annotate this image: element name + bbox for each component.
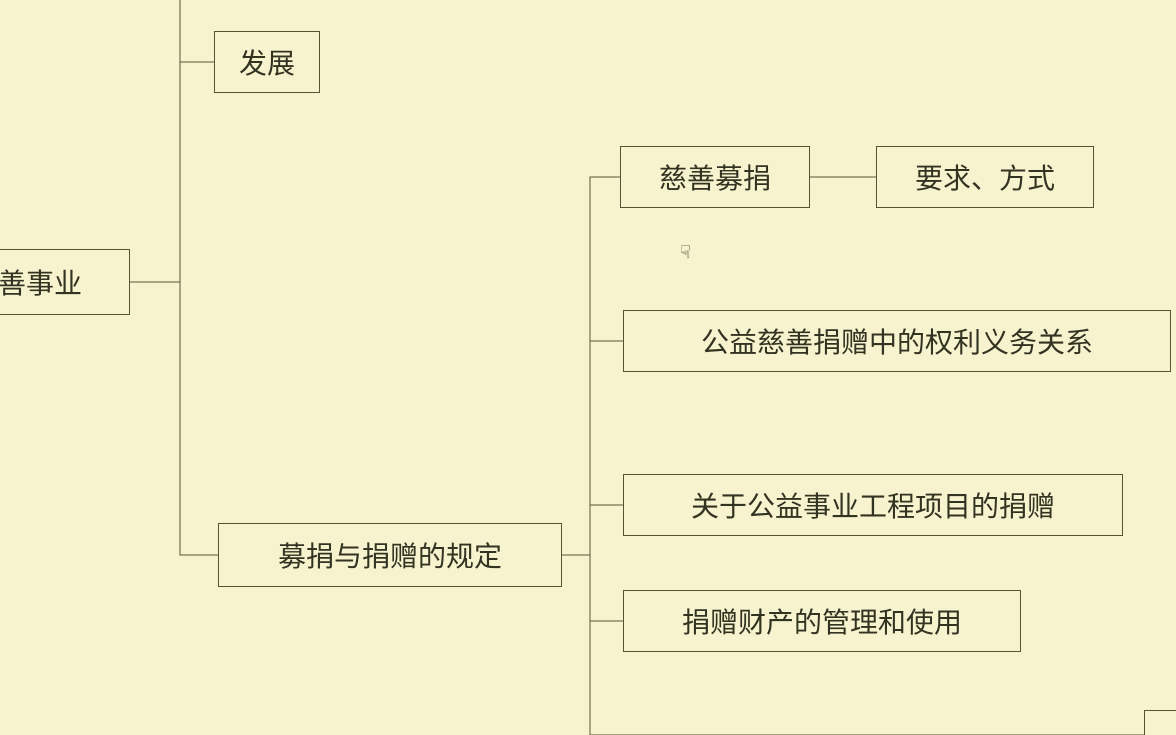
node-rules-label: 募捐与捐赠的规定 <box>278 535 502 575</box>
edge-root-dev <box>130 62 214 282</box>
edge-rules-fund <box>562 177 620 555</box>
node-root[interactable]: 善事业 <box>0 249 130 315</box>
node-proj[interactable]: 关于公益事业工程项目的捐赠 <box>623 474 1123 536</box>
edge-rules-proj <box>562 505 623 555</box>
node-dev-label: 发展 <box>239 42 295 82</box>
node-fund[interactable]: 慈善募捐 <box>620 146 810 208</box>
node-rules[interactable]: 募捐与捐赠的规定 <box>218 523 562 587</box>
edge-rules-rights <box>562 341 623 555</box>
node-root-label: 善事业 <box>0 262 82 302</box>
node-mgmt-label: 捐赠财产的管理和使用 <box>682 601 962 641</box>
node-mgmt[interactable]: 捐赠财产的管理和使用 <box>623 590 1021 652</box>
edge-rules-mgmt <box>562 555 623 621</box>
node-proj-label: 关于公益事业工程项目的捐赠 <box>691 485 1055 525</box>
node-dev[interactable]: 发展 <box>214 31 320 93</box>
node-req[interactable]: 要求、方式 <box>876 146 1094 208</box>
node-rights-label: 公益慈善捐赠中的权利义务关系 <box>701 321 1093 361</box>
node-fund-label: 慈善募捐 <box>659 157 771 197</box>
edge-root-offscreen <box>130 0 180 282</box>
grab-cursor-icon: ☟ <box>680 242 691 263</box>
node-req-label: 要求、方式 <box>915 157 1055 197</box>
node-extra[interactable] <box>1144 710 1176 735</box>
edge-root-rules <box>130 282 218 555</box>
node-rights[interactable]: 公益慈善捐赠中的权利义务关系 <box>623 310 1171 372</box>
mindmap-canvas: 善事业 发展 募捐与捐赠的规定 慈善募捐 要求、方式 公益慈善捐赠中的权利义务关… <box>0 0 1176 735</box>
